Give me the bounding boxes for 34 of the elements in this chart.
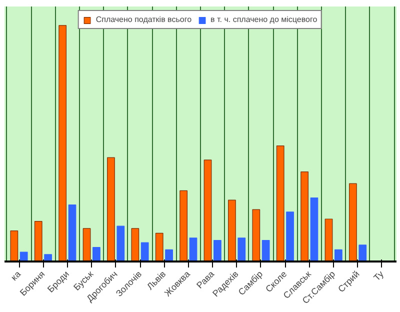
bar xyxy=(228,200,236,262)
x-tick-label: Ту xyxy=(372,268,386,283)
bar xyxy=(165,249,173,262)
bar xyxy=(310,197,318,262)
bar xyxy=(286,212,294,262)
bar xyxy=(107,157,115,262)
bar xyxy=(300,171,308,262)
bar xyxy=(131,228,140,262)
bar xyxy=(276,146,284,262)
bar xyxy=(34,221,42,262)
bar xyxy=(262,240,270,262)
bar xyxy=(10,230,18,262)
bar xyxy=(116,226,125,262)
bar xyxy=(140,242,149,262)
bar xyxy=(189,238,198,262)
bar xyxy=(334,249,342,262)
bar xyxy=(238,238,246,262)
bar xyxy=(180,190,188,262)
bar xyxy=(214,240,222,262)
bar xyxy=(68,204,76,262)
bar xyxy=(20,252,28,262)
bar xyxy=(204,160,212,262)
bar xyxy=(82,228,91,262)
bar xyxy=(58,25,67,262)
bar xyxy=(92,247,100,262)
x-tick-label: ка xyxy=(9,268,23,282)
bar xyxy=(349,183,357,262)
legend-label: Сплачено податків всього xyxy=(96,15,192,24)
bar xyxy=(44,254,52,262)
bar xyxy=(358,244,367,262)
bar xyxy=(324,218,333,262)
legend-label: в т. ч. сплачено до місцевого xyxy=(210,15,318,24)
bar xyxy=(155,232,164,262)
bar xyxy=(252,209,260,262)
